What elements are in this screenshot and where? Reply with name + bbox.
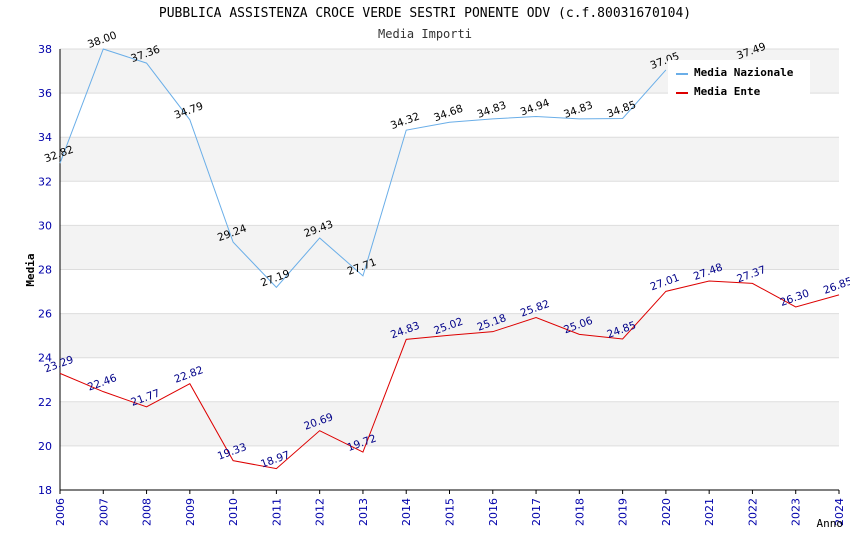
y-tick-label: 28	[38, 264, 52, 277]
chart-title: PUBBLICA ASSISTENZA CROCE VERDE SESTRI P…	[158, 6, 692, 21]
x-tick-label: 2007	[97, 498, 110, 526]
data-label: 38.00	[86, 29, 118, 51]
y-tick-label: 24	[38, 352, 52, 365]
y-tick-label: 38	[38, 43, 52, 56]
x-tick-label: 2024	[833, 498, 846, 526]
y-tick-label: 26	[38, 308, 52, 321]
grid-band	[60, 357, 839, 402]
y-tick-label: 22	[38, 396, 52, 409]
grid-band	[60, 401, 839, 446]
y-tick-label: 36	[38, 87, 52, 100]
x-tick-label: 2018	[573, 498, 586, 526]
grid-band	[60, 93, 839, 138]
grid-band	[60, 225, 839, 270]
legend-label: Media Nazionale	[694, 66, 794, 79]
legend-box	[668, 60, 810, 98]
grid-band	[60, 445, 839, 490]
y-tick-label: 30	[38, 219, 52, 232]
x-tick-label: 2008	[141, 498, 154, 526]
x-tick-label: 2014	[400, 498, 413, 526]
x-tick-label: 2011	[270, 498, 283, 526]
x-tick-label: 2016	[487, 498, 500, 526]
chart-subtitle: Media Importi	[378, 27, 472, 41]
x-tick-label: 2015	[444, 498, 457, 526]
grid-band	[60, 181, 839, 226]
x-tick-label: 2013	[357, 498, 370, 526]
x-tick-label: 2020	[660, 498, 673, 526]
grid-band	[60, 137, 839, 182]
x-tick-label: 2017	[530, 498, 543, 526]
grid-band	[60, 269, 839, 314]
y-tick-label: 18	[38, 484, 52, 497]
x-tick-label: 2022	[746, 498, 759, 526]
x-tick-label: 2012	[314, 498, 327, 526]
x-tick-label: 2010	[227, 498, 240, 526]
x-tick-label: 2021	[703, 498, 716, 526]
x-tick-label: 2009	[184, 498, 197, 526]
legend: Media Nazionale Media Ente	[668, 60, 810, 98]
series-line-media-ente	[59, 280, 840, 470]
y-tick-label: 34	[38, 131, 52, 144]
x-tick-label: 2019	[617, 498, 630, 526]
x-tick-label: 2023	[790, 498, 803, 526]
x-axis-title: Anno	[817, 517, 844, 530]
x-tick-label: 2006	[54, 498, 67, 526]
legend-label: Media Ente	[694, 85, 761, 98]
y-axis-title: Media	[24, 253, 37, 286]
y-tick-label: 20	[38, 440, 52, 453]
y-tick-label: 32	[38, 175, 52, 188]
series-line-media-nazionale	[59, 48, 667, 289]
